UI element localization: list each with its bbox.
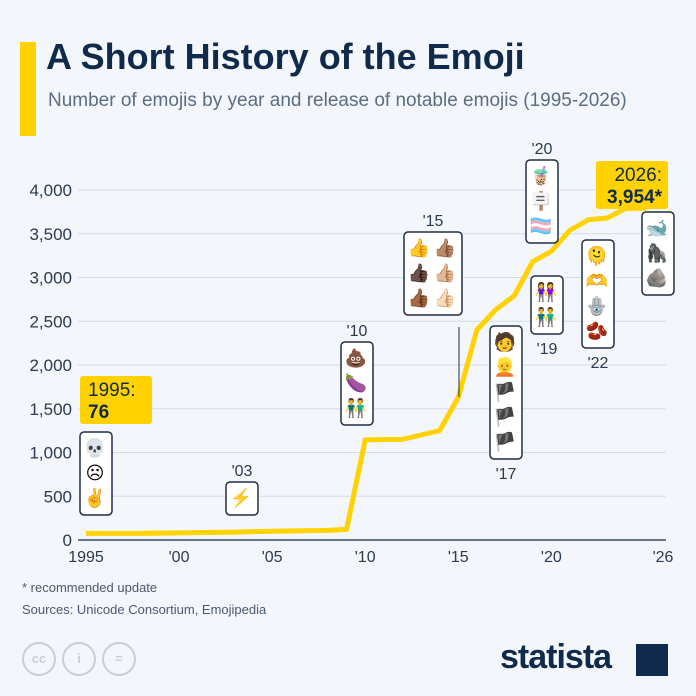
callout-label: 2026: [614, 165, 662, 186]
emoji-icon: 👍🏽 [434, 237, 456, 258]
emoji-callout-box [641, 211, 675, 296]
chart-subtitle: Number of emojis by year and release of … [48, 90, 627, 111]
cc-icon[interactable]: cc [22, 642, 56, 676]
emoji-icon: 👱 [494, 356, 516, 377]
annotation-year-label: '19 [537, 341, 558, 358]
statista-logo[interactable]: statista [500, 638, 612, 676]
emoji-icon: 🧋 [530, 165, 552, 186]
by-icon[interactable]: i [62, 642, 96, 676]
y-tick-label: 1,500 [29, 400, 72, 419]
emoji-icon: 👍🏾 [408, 287, 430, 308]
callout-label: 1995: [88, 380, 136, 401]
annotation-year-label: '22 [588, 355, 609, 372]
emoji-callout-box [79, 431, 113, 516]
emoji-callout-box [525, 159, 559, 244]
emoji-icon: 👍 [408, 237, 430, 258]
annotation-year-label: '17 [496, 466, 517, 483]
value-callout [80, 376, 152, 424]
y-tick-label: 4,000 [29, 181, 72, 200]
y-tick-label: 0 [63, 531, 72, 550]
x-tick-label: '10 [355, 549, 376, 566]
x-tick-label: '00 [169, 549, 190, 566]
emoji-icon: 🪬 [586, 295, 608, 316]
emoji-icon: 🧑 [494, 331, 516, 352]
emoji-icon: 💩 [345, 347, 367, 368]
emoji-icon: 🫘 [586, 320, 608, 341]
line-chart: 0 500 1,000 1,500 2,000 2,500 3,000 3,500 4,000 1… [29, 141, 675, 566]
annotation-year-label: '20 [532, 141, 553, 158]
emoji-callout-box [225, 481, 259, 516]
annotation-year-label: '15 [423, 213, 444, 230]
y-tick-label: 500 [44, 487, 72, 506]
emoji-callout-box [489, 325, 523, 460]
emoji-icon: 👍🏼 [434, 262, 456, 283]
emoji-icon: 👍🏻 [434, 287, 456, 308]
x-tick-label: '15 [448, 549, 469, 566]
emoji-icon: 🍆 [345, 372, 367, 393]
emoji-callout-box [581, 239, 615, 349]
nd-icon[interactable]: = [102, 642, 136, 676]
annotation-year-label: '03 [232, 463, 253, 480]
x-tick-label: 1995 [68, 549, 104, 566]
emoji-icon: 👭 [535, 281, 557, 302]
emoji-callout-box [403, 231, 463, 316]
y-tick-label: 3,000 [29, 269, 72, 288]
emoji-icon: 🏳️‍⚧️ [530, 216, 552, 236]
sources: Sources: Unicode Consortium, Emojipedia [22, 602, 267, 617]
emoji-icon: 👍🏿 [408, 262, 430, 283]
series-line [86, 192, 665, 536]
emoji-icon: 🫶 [586, 271, 608, 291]
emoji-icon: ⚡ [230, 487, 252, 509]
statista-logo-mark [636, 644, 668, 676]
emoji-icon: 🐋 [646, 218, 668, 238]
x-tick-label: '20 [541, 549, 562, 566]
emoji-icon: 👬 [535, 306, 557, 327]
chart-title: A Short History of the Emoji [46, 36, 525, 77]
y-tick-label: 1,000 [29, 444, 72, 463]
emoji-icon: 🪨 [646, 268, 668, 288]
emoji-icon: 🫠 [586, 244, 608, 266]
emoji-icon: 🏴 [494, 381, 516, 402]
emoji-icon: 🏴 [494, 431, 516, 452]
footnote: * recommended update [22, 580, 158, 595]
annotation-year-label: '10 [347, 323, 368, 340]
callout-value: 76 [88, 402, 109, 423]
title-accent-bar [20, 42, 36, 136]
emoji-icon: ✌ [84, 487, 106, 509]
emoji-icon: 🏴 [494, 406, 516, 427]
emoji-icon: 💀 [84, 437, 106, 458]
emoji-callout-box [530, 275, 564, 335]
emoji-icon: 👬 [345, 397, 367, 418]
value-callout [596, 161, 668, 209]
x-tick-label: '05 [262, 549, 283, 566]
emoji-icon: ☹ [86, 463, 105, 483]
callout-value: 3,954* [607, 187, 663, 208]
emoji-icon: 🦍 [646, 242, 668, 263]
y-tick-label: 2,500 [29, 312, 72, 331]
emoji-icon: 🪧 [530, 190, 552, 211]
y-tick-label: 2,000 [29, 356, 72, 375]
x-tick-label: '26 [653, 549, 674, 566]
y-tick-label: 3,500 [29, 225, 72, 244]
emoji-callout-box [340, 341, 374, 426]
